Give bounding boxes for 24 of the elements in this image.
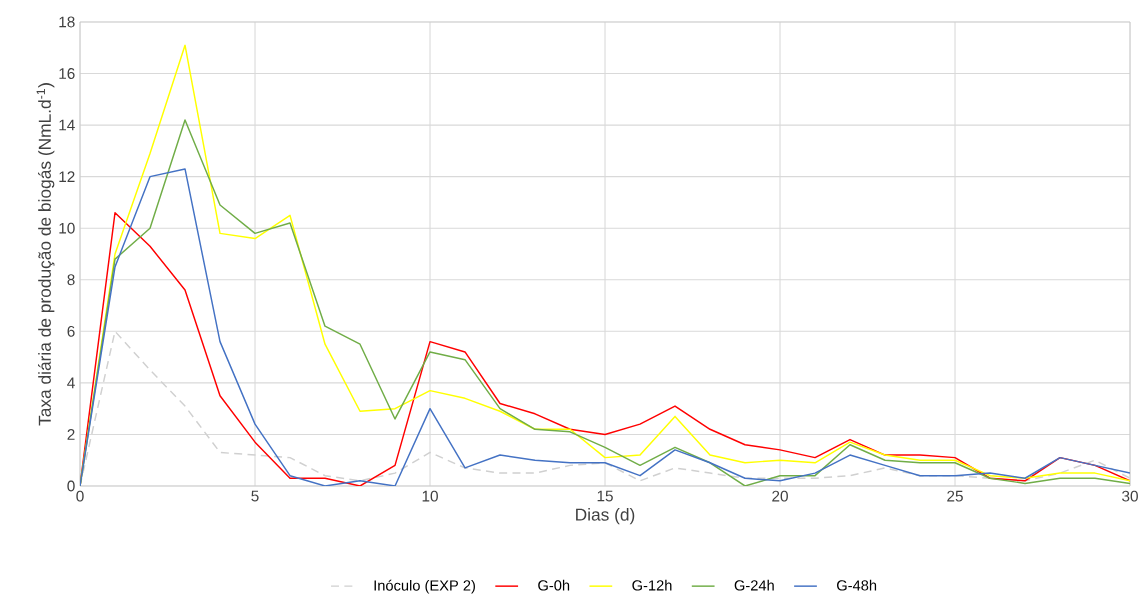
y-axis-title: Taxa diária de produção de biogás (NmL.d$^{-1}$)	[36, 83, 55, 426]
y-tick-label: 0	[67, 480, 75, 492]
legend-label: G-12h	[632, 579, 672, 591]
y-tick-label: 4	[67, 377, 75, 389]
y-tick-label: 10	[59, 222, 75, 234]
legend-label: Inóculo (EXP 2)	[374, 579, 475, 594]
y-tick-label: 16	[59, 68, 75, 80]
legend-label: G-0h	[538, 579, 570, 591]
x-tick-label: 0	[76, 490, 84, 502]
x-axis-title: Dias (d)	[576, 508, 635, 525]
x-tick-label: 20	[772, 490, 788, 502]
y-tick-label: 2	[67, 429, 75, 440]
x-tick-label: 30	[1122, 490, 1138, 502]
y-tick-label: 12	[59, 171, 75, 183]
y-tick-label: 8	[67, 274, 75, 286]
legend-label: G-48h	[837, 579, 877, 591]
y-tick-label: 6	[67, 325, 75, 337]
y-tick-label: 14	[59, 119, 75, 131]
x-tick-label: 25	[947, 490, 963, 502]
legend-label: G-24h	[734, 579, 774, 591]
y-tick-label: 18	[59, 16, 75, 28]
x-tick-label: 10	[422, 490, 438, 502]
x-tick-label: 15	[597, 490, 613, 502]
x-tick-label: 5	[251, 490, 259, 502]
